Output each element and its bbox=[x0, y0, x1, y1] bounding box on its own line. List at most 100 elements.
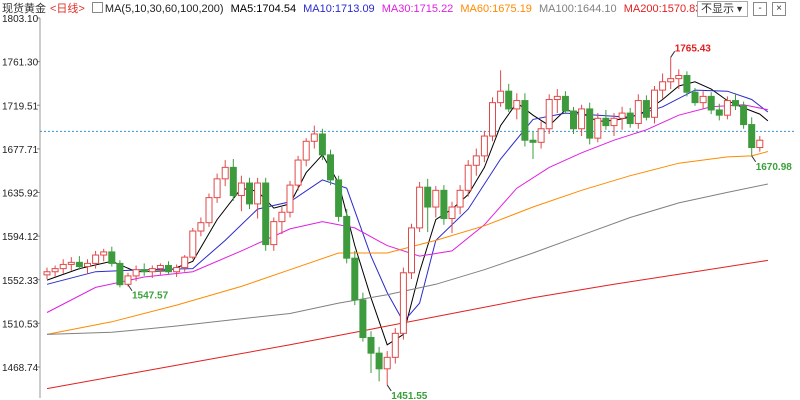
candle-up bbox=[197, 222, 205, 232]
candle-up bbox=[699, 95, 707, 104]
candle-up bbox=[578, 108, 586, 130]
candle-down bbox=[140, 269, 148, 273]
candle-down bbox=[521, 100, 529, 141]
candle-down bbox=[351, 257, 359, 301]
candle-down bbox=[683, 75, 691, 93]
candle-down bbox=[529, 139, 537, 143]
candle-down bbox=[740, 105, 748, 126]
candle-down bbox=[505, 90, 513, 110]
period-label[interactable]: <日线> bbox=[50, 3, 85, 15]
y-tick-label: 1803.10 bbox=[2, 14, 39, 25]
candle-down bbox=[359, 299, 367, 339]
candle-up bbox=[173, 267, 181, 273]
candle-up bbox=[651, 89, 658, 118]
y-tick-label: 1594.12 bbox=[2, 232, 39, 243]
candle-down bbox=[602, 117, 610, 127]
candle-up bbox=[124, 275, 132, 285]
legend-ma60: MA60:1675.19 bbox=[460, 3, 532, 15]
candle-up bbox=[594, 117, 602, 139]
display-select[interactable]: 不显示 ▼ bbox=[697, 1, 748, 17]
y-tick-label: 1719.51 bbox=[2, 101, 39, 112]
candle-up bbox=[67, 261, 75, 265]
candle-down bbox=[626, 112, 634, 125]
moving-average-lines bbox=[46, 81, 769, 390]
close-button[interactable]: × bbox=[772, 2, 786, 16]
candle-up bbox=[205, 197, 213, 224]
candle-up bbox=[310, 133, 318, 142]
candle-down bbox=[262, 182, 270, 246]
legend-ma100: MA100:1644.10 bbox=[539, 3, 617, 15]
low-price-label: 1670.98 bbox=[756, 162, 793, 173]
candle-down bbox=[586, 108, 594, 139]
candle-down bbox=[748, 124, 756, 149]
candle-down bbox=[570, 110, 577, 130]
candle-down bbox=[440, 189, 448, 220]
legend-ma5: MA5:1704.54 bbox=[230, 3, 297, 15]
ma-line-ma5 bbox=[46, 81, 769, 346]
candles bbox=[43, 57, 764, 385]
candle-down bbox=[116, 262, 124, 286]
legend-ma10: MA10:1713.09 bbox=[303, 3, 375, 15]
candle-up bbox=[181, 256, 189, 269]
candle-up bbox=[278, 211, 286, 223]
candle-up bbox=[545, 99, 553, 130]
annotation-pointer bbox=[127, 284, 133, 291]
display-select-value: 不显示 bbox=[701, 3, 734, 15]
candle-up bbox=[156, 264, 164, 270]
candle-up bbox=[448, 206, 456, 220]
legend-ma200: MA200:1570.83 bbox=[623, 3, 702, 15]
candle-down bbox=[375, 352, 383, 370]
candle-up bbox=[237, 182, 245, 197]
candle-up bbox=[92, 254, 100, 264]
candle-down bbox=[424, 186, 432, 208]
y-tick-label: 1468.74 bbox=[2, 363, 39, 374]
high-price-label: 1765.43 bbox=[675, 43, 712, 54]
candle-down bbox=[246, 182, 253, 205]
candle-up bbox=[513, 100, 521, 110]
y-tick-label: 1761.30 bbox=[2, 58, 39, 69]
candle-up bbox=[537, 128, 545, 143]
candle-down bbox=[75, 261, 83, 268]
minimize-button[interactable]: - bbox=[753, 2, 767, 16]
candle-up bbox=[383, 356, 391, 370]
candle-up bbox=[618, 112, 626, 119]
candle-down bbox=[367, 337, 375, 354]
candle-up bbox=[659, 81, 667, 91]
candle-down bbox=[732, 100, 739, 107]
candle-up bbox=[675, 75, 683, 80]
indicator-toggle-icon[interactable] bbox=[91, 2, 103, 13]
ma-line-ma30 bbox=[46, 104, 769, 313]
ma-line-ma10 bbox=[46, 89, 769, 323]
candle-down bbox=[229, 166, 237, 197]
candle-up bbox=[480, 135, 488, 157]
candle-up bbox=[286, 184, 294, 213]
candle-up bbox=[432, 189, 440, 208]
candle-up bbox=[84, 262, 91, 268]
candle-up bbox=[472, 155, 480, 166]
candle-up bbox=[254, 182, 262, 205]
candle-up bbox=[723, 100, 731, 116]
annotation-pointer bbox=[751, 155, 757, 163]
y-tick-label: 1510.53 bbox=[2, 319, 39, 330]
candle-down bbox=[108, 251, 116, 264]
candle-up bbox=[408, 227, 415, 274]
candle-up bbox=[456, 189, 464, 208]
candle-down bbox=[691, 91, 699, 104]
candle-up bbox=[610, 117, 618, 127]
candle-down bbox=[335, 179, 343, 217]
ma-line-ma200 bbox=[46, 259, 768, 390]
y-tick-label: 1635.92 bbox=[2, 189, 39, 200]
candle-down bbox=[165, 264, 172, 273]
candle-up bbox=[221, 166, 229, 180]
candle-up bbox=[756, 139, 764, 149]
candle-down bbox=[715, 109, 723, 116]
candle-down bbox=[642, 100, 650, 118]
ma-line-ma60 bbox=[46, 151, 769, 335]
candle-up bbox=[391, 332, 399, 358]
candle-up bbox=[294, 159, 302, 186]
candle-up bbox=[51, 268, 59, 273]
instrument-title: 现货黄金 bbox=[2, 3, 46, 15]
candle-up bbox=[416, 186, 424, 229]
y-tick-label: 1677.71 bbox=[2, 145, 39, 156]
